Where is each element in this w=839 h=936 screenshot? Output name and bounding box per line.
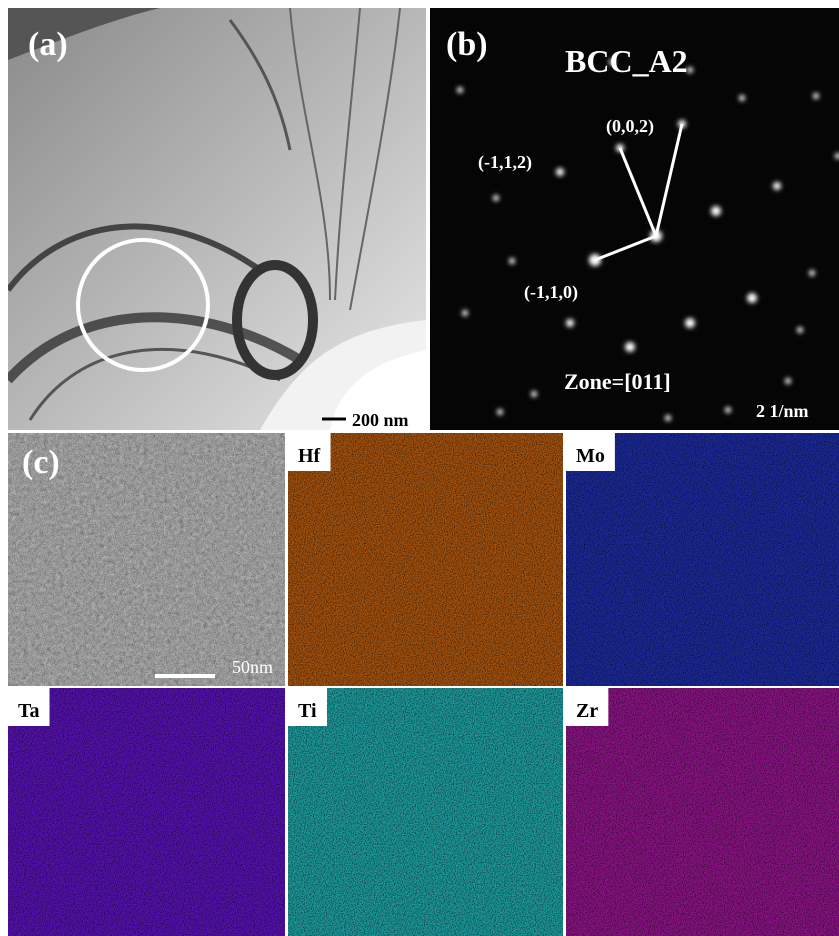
panel-a <box>8 8 426 430</box>
panel-label: (c) <box>22 444 60 481</box>
zone-label: Zone=[011] <box>564 369 671 394</box>
diffraction-spot <box>739 95 745 101</box>
diffraction-spot <box>457 87 463 93</box>
diffraction-spot <box>797 327 803 333</box>
element-label: Ta <box>18 700 40 722</box>
spot-label: (-1,1,0) <box>524 282 578 303</box>
diffraction-spot <box>813 93 819 99</box>
diffraction-spot <box>509 258 515 264</box>
figure: (a) 200 nm (b) BCC_A2 (0,0,2) (-1,1,2) (… <box>0 0 839 936</box>
diffraction-spot <box>625 342 635 352</box>
element-label: Hf <box>298 445 321 467</box>
diffraction-spot <box>773 182 781 190</box>
element-label: Mo <box>576 445 605 467</box>
panel-label: (a) <box>28 26 68 63</box>
element-label: Zr <box>576 700 598 722</box>
diffraction-spot <box>462 310 468 316</box>
diffraction-spot <box>711 206 721 216</box>
diffraction-spot <box>566 319 574 327</box>
diffraction-spot <box>785 378 791 384</box>
phase-label: BCC_A2 <box>565 43 688 79</box>
scale-bar-label: 50nm <box>232 657 273 677</box>
diffraction-spot <box>556 168 564 176</box>
diffraction-spot <box>665 415 671 421</box>
diffraction-spot <box>725 407 731 413</box>
diffraction-spot <box>809 270 815 276</box>
diffraction-spot <box>685 318 695 328</box>
spot-label: (-1,1,2) <box>478 152 532 173</box>
spot-label: (0,0,2) <box>606 116 654 137</box>
diffraction-spot <box>531 391 537 397</box>
diffraction-spot <box>687 67 693 73</box>
scale-bar-label: 2 1/nm <box>756 401 809 421</box>
panel-label: (b) <box>446 26 488 63</box>
diffraction-spot <box>493 195 499 201</box>
scale-bar-label: 200 nm <box>352 410 409 430</box>
eds-noise <box>8 688 285 936</box>
diffraction-spot <box>747 293 757 303</box>
element-label: Ti <box>298 700 317 722</box>
diffraction-spot <box>497 409 503 415</box>
eds-noise <box>288 688 563 936</box>
